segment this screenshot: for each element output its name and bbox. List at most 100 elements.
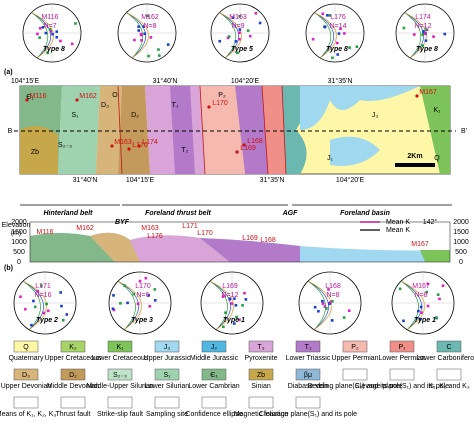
great-circle [219,12,236,58]
site-label: M162 [79,93,97,100]
y-tick-label: 500 [455,249,467,256]
legend-swatch [60,396,86,409]
data-point [157,48,160,51]
data-point [241,304,244,307]
data-point [327,288,330,291]
data-point [231,16,235,19]
data-point [138,279,142,283]
data-point [30,323,33,327]
data-point [45,302,48,306]
axis-title: Elevation [2,222,31,229]
unit-label: O [112,92,118,99]
legend-swatch [107,340,133,353]
legend-swatch [154,396,180,409]
data-point [321,302,325,305]
fabric-type: Type 1 [414,317,436,324]
data-point [323,305,327,308]
data-point [343,32,346,35]
site-label: M163 [114,139,132,146]
legend-label: Middle Jurassic [190,355,239,362]
panel-label: (a) [4,69,13,76]
site-label: L176 [330,14,346,21]
unit-label: P₂ [218,92,226,99]
site-label: L169 [242,235,258,242]
great-circle [401,280,425,330]
data-point [248,34,252,38]
great-circle [23,280,44,330]
unit-label: Zb [31,149,39,156]
sample-count: N=12 [222,292,239,299]
data-point [51,32,54,36]
legend-label: Upper Permian [331,355,378,362]
data-point [441,284,445,287]
sampling-site [242,143,246,147]
sample-count: N=12 [415,23,432,30]
sampling-site [137,144,141,148]
y-tick-label: 0 [17,259,21,266]
coordinate-label: 104°20'E [336,176,365,184]
fabric-type: Type 3 [131,317,153,324]
data-point [238,14,241,18]
data-point [112,294,115,297]
legend-label: Upper Devonian [1,383,52,390]
y-tick-label: 1500 [11,229,27,236]
legend-code: J₂ [211,344,218,351]
great-circle [210,280,234,330]
data-point [234,40,238,43]
legend-label: Diabase vein [288,383,329,390]
fault-label: AGF [282,210,299,217]
great-circle [219,12,242,58]
data-point [147,294,151,297]
fabric-type: Type 5 [231,46,253,53]
legend-code: P₁ [398,344,406,351]
legend-label: Means of K₁, K₂, K₃ [0,411,56,418]
sample-count: N=14 [330,23,347,30]
site-label: L170 [197,230,213,237]
legend-code: J₃ [164,344,171,351]
legend-label: Pyroxenite [244,355,277,362]
section-end: B [8,128,13,135]
legend-swatch [248,340,274,353]
data-point [331,56,334,60]
data-point [65,313,69,316]
legend-label: Confidence ellipse [185,411,242,418]
great-circle [126,12,143,58]
fabric-type: Type 8 [326,46,348,53]
y-tick-label: 1000 [453,239,469,246]
belt-label: Foreland thrust belt [145,210,211,217]
great-circle [314,12,335,58]
geologic-map [14,85,456,175]
sampling-site [235,150,239,154]
unit-label: D₂ [131,112,139,119]
site-label: M167 [412,283,430,290]
data-point [137,25,140,28]
data-point [111,307,115,311]
scale-label: 2Km [407,153,422,160]
data-point [42,311,46,315]
site-label: L174 [142,139,158,146]
site-label: L170 [135,283,151,290]
data-point [59,291,63,294]
legend-label: Lower Silurian [145,383,189,390]
data-point [41,26,45,29]
sampling-site [415,94,419,98]
coordinate-label: 31°40'N [153,77,178,85]
data-point [166,43,170,46]
legend-swatch [436,368,462,381]
great-circle [404,12,421,58]
data-point [36,32,39,36]
data-point [39,284,43,287]
data-point [38,27,42,30]
great-circle [401,281,419,330]
data-point [342,316,346,319]
unit-label: T₁ [172,102,179,109]
data-point [38,36,41,39]
sampling-site [25,98,29,102]
y-tick-label: 2000 [11,219,27,226]
site-label: L170 [212,100,228,107]
site-label: L168 [325,283,341,290]
legend-swatch [389,340,415,353]
site-label: M116 [37,229,54,236]
legend-code: T₁ [305,344,312,351]
